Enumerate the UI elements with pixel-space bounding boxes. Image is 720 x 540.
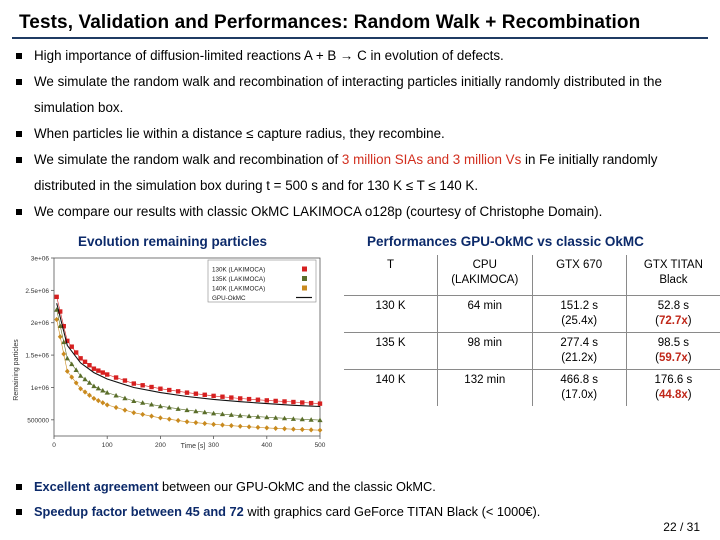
table-row: 135 K 98 min 277.4 s (21.2x) 98.5 s (59.7x… bbox=[344, 332, 720, 370]
legend-swatch bbox=[302, 266, 307, 272]
x-tick-label: 200 bbox=[155, 442, 166, 449]
bullet-item: Speedup factor between 45 and 72 with gr… bbox=[14, 499, 704, 524]
cell-titan: 98.5 s (59.7x) bbox=[625, 332, 720, 370]
cell-cpu: 64 min bbox=[436, 295, 533, 333]
cell-cpu: 98 min bbox=[436, 332, 533, 370]
plot-frame bbox=[53, 257, 321, 437]
chart-title: Evolution remaining particles bbox=[78, 234, 268, 249]
cell-cpu: 132 min bbox=[436, 369, 533, 406]
bullet-square-icon bbox=[16, 157, 22, 163]
cell-titan: 176.6 s (44.8x) bbox=[625, 369, 720, 406]
bullet-square-icon bbox=[16, 509, 22, 515]
table-row: 130 K 64 min 151.2 s (25.4x) 52.8 s (72.7x… bbox=[344, 295, 720, 333]
cell-temperature: 140 K bbox=[344, 369, 438, 406]
y-tick-label: 2.5e+06 bbox=[25, 288, 49, 295]
y-axis-label: Remaining particles bbox=[13, 339, 20, 401]
cell-gtx670: 151.2 s (25.4x) bbox=[531, 295, 627, 333]
intro-bullets: High importance of diffusion-limited rea… bbox=[14, 43, 704, 225]
bullet-item: We compare our results with classic OkMC… bbox=[14, 199, 704, 225]
x-tick-label: 400 bbox=[261, 442, 272, 449]
series-line bbox=[56, 309, 321, 421]
series-line bbox=[56, 319, 321, 431]
cell-gtx670: 277.4 s (21.2x) bbox=[531, 332, 627, 370]
legend-swatch bbox=[302, 285, 307, 291]
bullet-item: Excellent agreement between our GPU-OkMC… bbox=[14, 474, 704, 499]
legend-label: 130K (LAKIMOCA) bbox=[212, 267, 265, 274]
y-tick-label: 1.5e+06 bbox=[25, 353, 49, 360]
data-point-130k bbox=[317, 401, 323, 406]
legend-label: 135K (LAKIMOCA) bbox=[212, 276, 265, 283]
table-header-row: T CPU (LAKIMOCA) GTX 670 GTX TITAN Black bbox=[344, 255, 720, 296]
header-gtx670: GTX 670 bbox=[531, 255, 627, 296]
header-temperature: T bbox=[386, 259, 394, 271]
y-tick-label: 500000 bbox=[27, 417, 49, 424]
cell-gtx670: 466.8 s (17.0x) bbox=[531, 369, 627, 406]
header-cpu: CPU (LAKIMOCA) bbox=[436, 255, 533, 296]
cell-temperature: 135 K bbox=[344, 332, 438, 370]
table-title: Performances GPU-OkMC vs classic OkMC bbox=[367, 234, 644, 249]
bullet-square-icon bbox=[16, 131, 22, 137]
data-point-140k bbox=[54, 316, 60, 323]
header-titan: GTX TITAN Black bbox=[625, 255, 720, 296]
bullet-square-icon bbox=[16, 209, 22, 215]
particles-chart: Remaining particles Time [s] 3e+06 2.5e+0… bbox=[13, 256, 326, 451]
bullet-square-icon bbox=[16, 53, 22, 59]
y-tick-label: 2e+06 bbox=[31, 320, 50, 327]
performance-table: T CPU (LAKIMOCA) GTX 670 GTX TITAN Black… bbox=[344, 255, 720, 406]
bullet-square-icon bbox=[16, 484, 22, 490]
page-number: 22 / 31 bbox=[663, 520, 700, 534]
series-line bbox=[56, 296, 321, 404]
summary-bullets: Excellent agreement between our GPU-OkMC… bbox=[14, 474, 704, 524]
highlight-particles: 3 million SIAs and 3 million Vs bbox=[341, 152, 522, 167]
legend-swatch bbox=[302, 276, 307, 281]
y-tick-label: 3e+06 bbox=[31, 256, 50, 263]
x-tick-label: 100 bbox=[102, 442, 113, 449]
legend-label: GPU-OkMC bbox=[212, 295, 246, 302]
titan-speedup: 72.7x bbox=[659, 315, 688, 327]
titan-speedup: 59.7x bbox=[659, 352, 688, 364]
x-axis-label: Time [s] bbox=[181, 443, 206, 450]
x-tick-label: 300 bbox=[208, 442, 219, 449]
bullet-item: We simulate the random walk and recombin… bbox=[14, 69, 704, 121]
data-point-135k bbox=[54, 307, 60, 312]
legend-box bbox=[207, 259, 317, 303]
bullet-item: We simulate the random walk and recombin… bbox=[14, 147, 704, 199]
series-line bbox=[56, 303, 321, 408]
y-tick-label: 1e+06 bbox=[31, 385, 50, 392]
cell-temperature: 130 K bbox=[344, 295, 438, 333]
bullet-item: When particles lie within a distance ≤ c… bbox=[14, 121, 704, 147]
titan-speedup: 44.8x bbox=[659, 389, 688, 401]
slide-title: Tests, Validation and Performances: Rand… bbox=[19, 12, 641, 33]
table-row: 140 K 132 min 466.8 s (17.0x) 176.6 s (44.… bbox=[344, 369, 720, 406]
legend-label: 140K (LAKIMOCA) bbox=[212, 286, 265, 293]
bullet-square-icon bbox=[16, 79, 22, 85]
cell-titan: 52.8 s (72.7x) bbox=[625, 295, 720, 333]
x-tick-label: 0 bbox=[52, 442, 56, 449]
title-underline bbox=[12, 37, 708, 39]
bullet-item: High importance of diffusion-limited rea… bbox=[14, 43, 704, 69]
x-tick-label: 500 bbox=[315, 442, 326, 449]
